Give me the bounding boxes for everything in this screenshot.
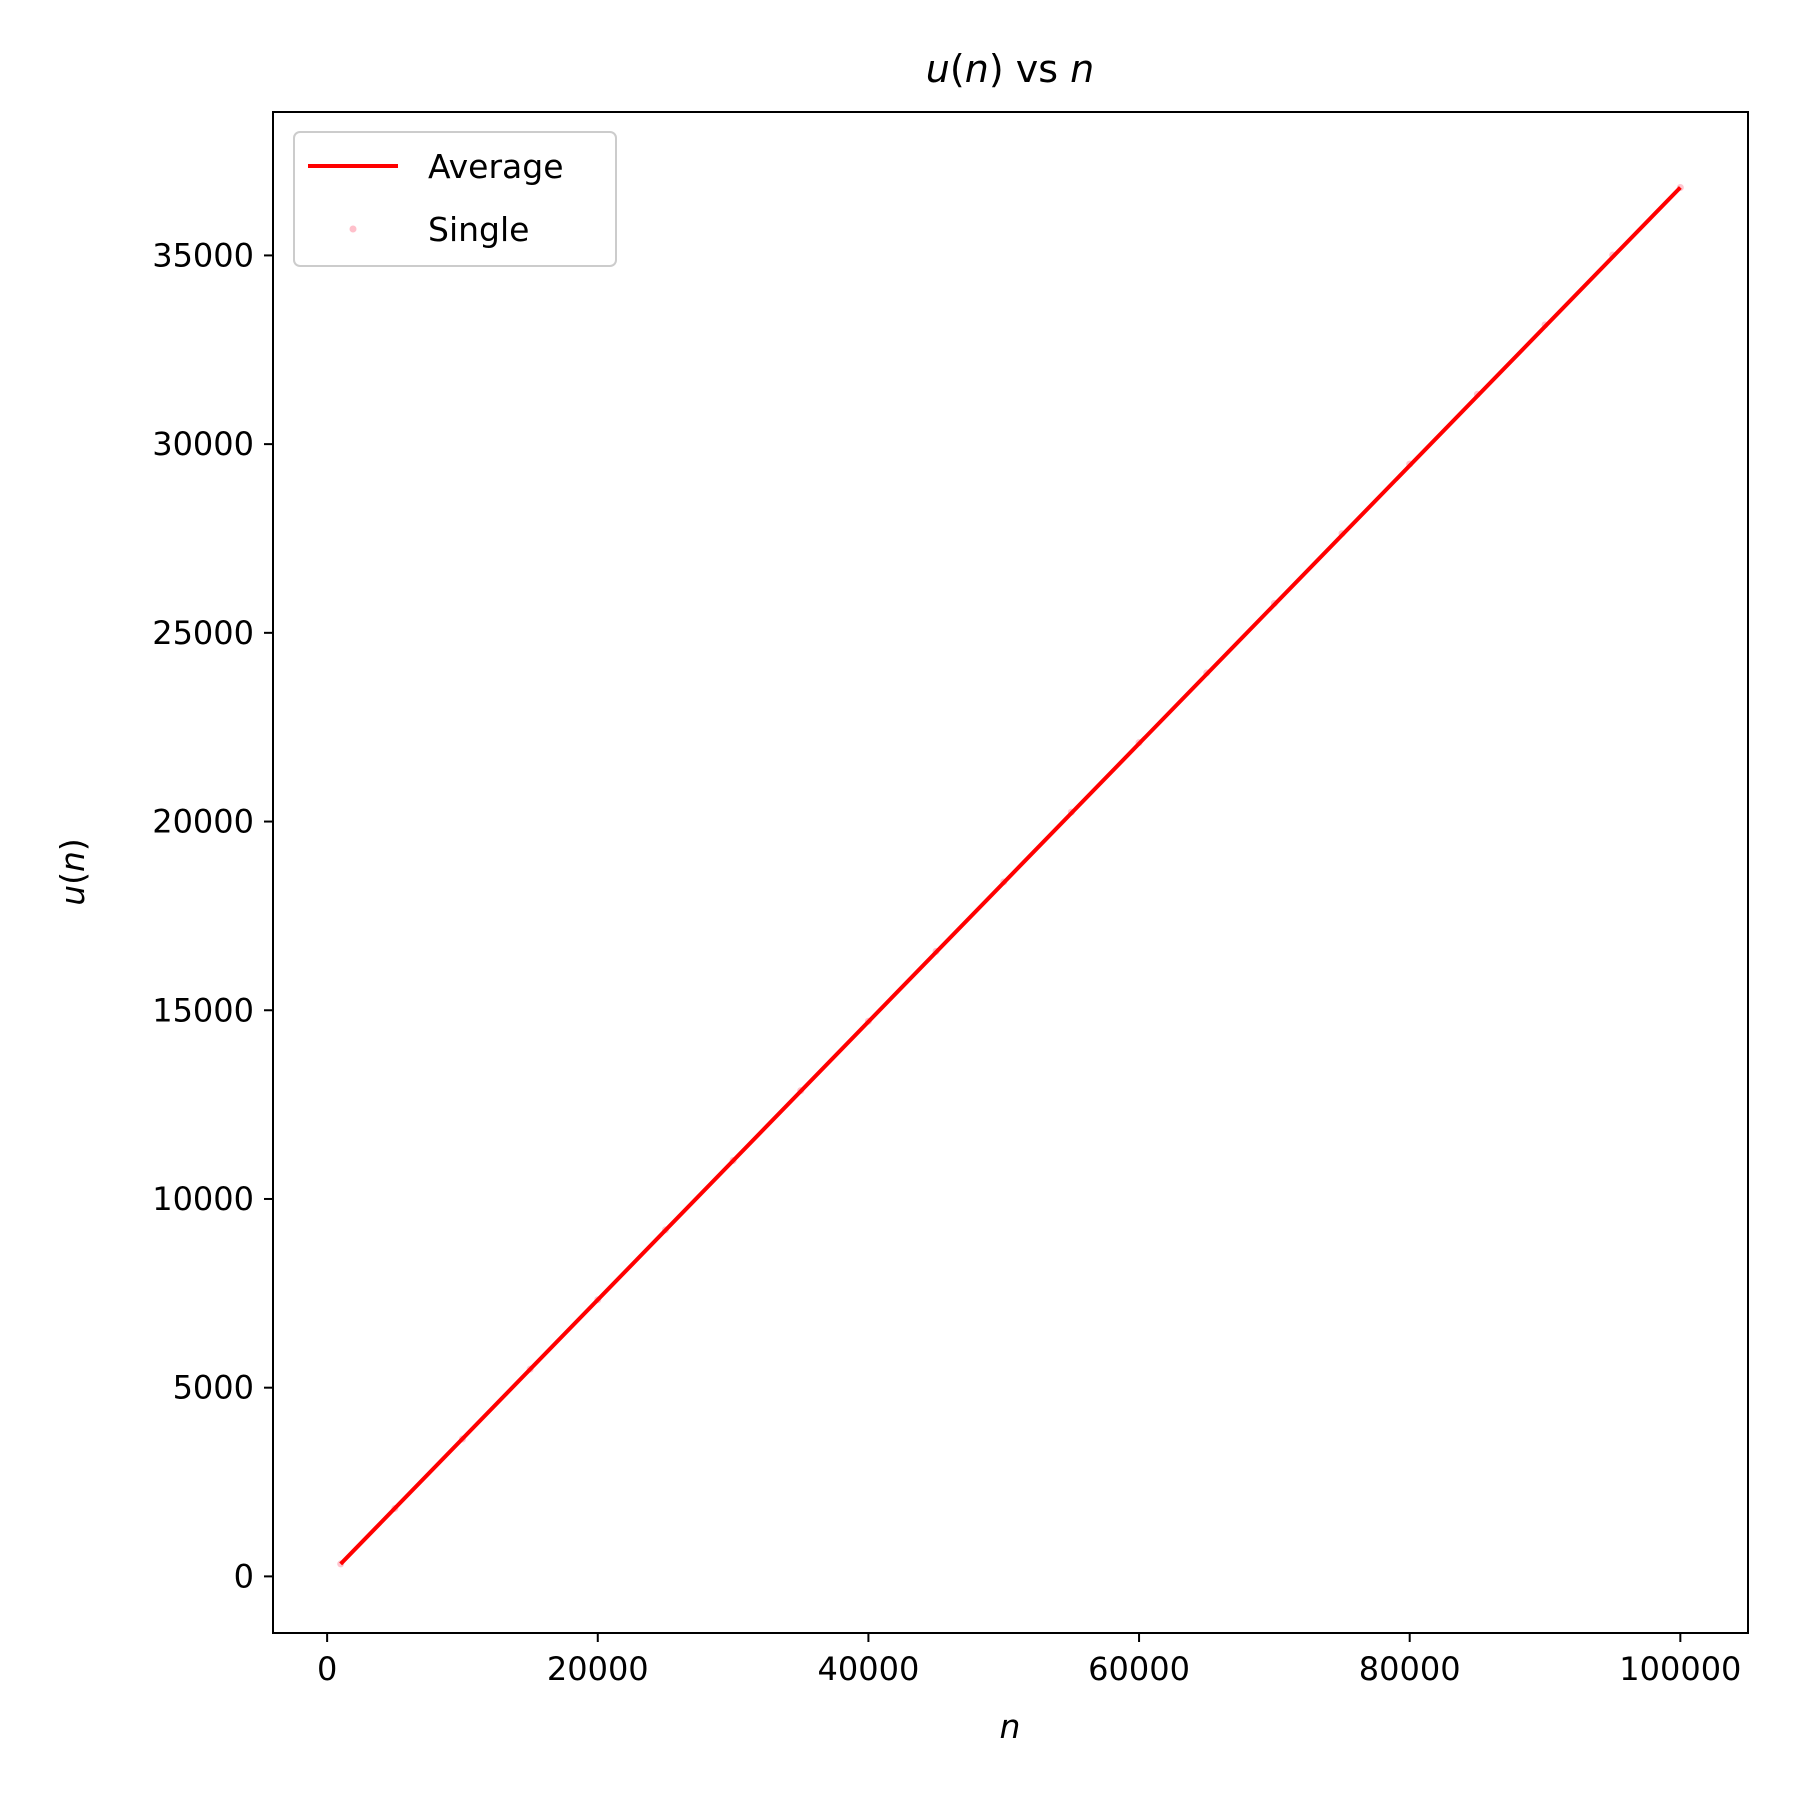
- x-tick-label: 60000: [1088, 1650, 1190, 1688]
- plot-frame: [272, 111, 1749, 1634]
- y-tick-label: 20000: [152, 803, 254, 841]
- chart-title: u(n) vs n: [926, 47, 1094, 91]
- axes-layer: 0 20000 40000 60000 80000 100000 0 5000 10000 150…: [152, 111, 1749, 1688]
- y-tick-label: 35000: [152, 236, 254, 274]
- y-tick-label: 15000: [152, 991, 254, 1029]
- x-tick-label: 40000: [818, 1650, 920, 1688]
- y-axis-label: u(n): [53, 838, 92, 906]
- x-tick-label: 20000: [547, 1650, 649, 1688]
- x-tick-label: 100000: [1619, 1650, 1741, 1688]
- x-axis-label: n: [1000, 1707, 1021, 1746]
- y-tick-label: 30000: [152, 425, 254, 463]
- x-tick-label: 0: [317, 1650, 337, 1688]
- legend-single-label: Single: [428, 210, 529, 249]
- x-tick-label: 80000: [1359, 1650, 1461, 1688]
- y-tick-label: 25000: [152, 614, 254, 652]
- plot-layer: [337, 183, 1684, 1568]
- y-tick-label: 0: [234, 1557, 254, 1595]
- legend-single-swatch: [349, 225, 357, 233]
- y-tick-label: 10000: [152, 1180, 254, 1218]
- series-line-average: [339, 186, 1682, 1566]
- legend: Average Single: [293, 131, 617, 267]
- y-tick-label: 5000: [173, 1369, 254, 1407]
- legend-average-label: Average: [428, 147, 564, 186]
